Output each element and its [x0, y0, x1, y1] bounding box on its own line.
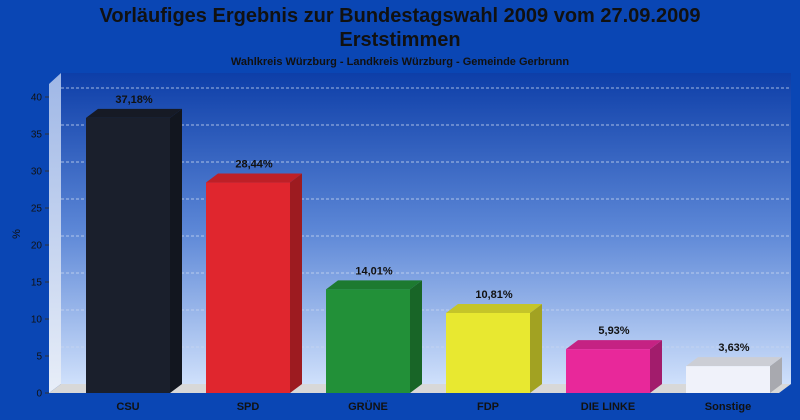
- data-label: 14,01%: [355, 265, 393, 277]
- bars: [86, 108, 782, 394]
- x-tick-label: CSU: [116, 401, 139, 413]
- y-tick-label: 15: [31, 278, 43, 289]
- y-tick-label: 10: [31, 315, 43, 326]
- bar-front: [326, 289, 410, 393]
- bar-front: [446, 313, 530, 393]
- bar-side: [290, 173, 302, 393]
- bar-top: [686, 357, 782, 367]
- y-tick-label: 5: [36, 352, 42, 363]
- bar-front: [86, 117, 170, 394]
- bar-top: [86, 108, 182, 118]
- bar-top: [206, 173, 302, 183]
- bar-top: [566, 340, 662, 350]
- data-label: 5,93%: [598, 325, 629, 337]
- y-tick-label: 40: [31, 93, 43, 104]
- bar-side: [770, 357, 782, 393]
- data-label: 10,81%: [475, 289, 513, 301]
- chart-subtitle: Wahlkreis Würzburg - Landkreis Würzburg …: [231, 56, 569, 68]
- bar-top: [326, 280, 422, 290]
- data-label: 3,63%: [718, 342, 749, 354]
- y-axis: 0 5 10 15 20 25 30 35 40: [31, 93, 49, 400]
- bar-top: [446, 304, 542, 314]
- x-tick-label: GRÜNE: [348, 400, 388, 413]
- y-tick-label: 35: [31, 130, 43, 141]
- bar-side: [530, 304, 542, 393]
- chart-title-line1: Vorläufiges Ergebnis zur Bundestagswahl …: [100, 5, 701, 27]
- y-tick-label: 20: [31, 241, 43, 252]
- bar-side: [650, 340, 662, 393]
- chart-title-line2: Erststimmen: [339, 29, 460, 51]
- bar-front: [566, 349, 650, 393]
- x-tick-label: FDP: [477, 401, 499, 413]
- bar-die-linke: [566, 340, 662, 393]
- bar-sonstige: [686, 357, 782, 393]
- y-tick-label: 0: [36, 389, 42, 400]
- bar-spd: [206, 173, 302, 393]
- y-tick-label: 30: [31, 167, 43, 178]
- bar-front: [206, 182, 290, 393]
- data-labels: 37,18% 28,44% 14,01% 10,81% 5,93% 3,63%: [115, 94, 749, 354]
- gridlines: [61, 87, 791, 348]
- bar-grüne: [326, 280, 422, 393]
- bar-fdp: [446, 304, 542, 393]
- y-axis-label: %: [11, 229, 23, 239]
- data-label: 28,44%: [235, 159, 273, 171]
- bar-csu: [86, 108, 182, 394]
- x-tick-label: DIE LINKE: [581, 401, 635, 413]
- bar-front: [686, 366, 770, 393]
- x-tick-label: SPD: [237, 401, 260, 413]
- y-tick-label: 25: [31, 204, 43, 215]
- bar-side: [410, 280, 422, 393]
- plot-left-wall: [49, 73, 61, 393]
- data-label: 37,18%: [115, 94, 153, 106]
- x-tick-label: Sonstige: [705, 401, 751, 413]
- x-axis: CSU SPD GRÜNE FDP DIE LINKE Sonstige: [116, 400, 751, 413]
- bar-side: [170, 108, 182, 394]
